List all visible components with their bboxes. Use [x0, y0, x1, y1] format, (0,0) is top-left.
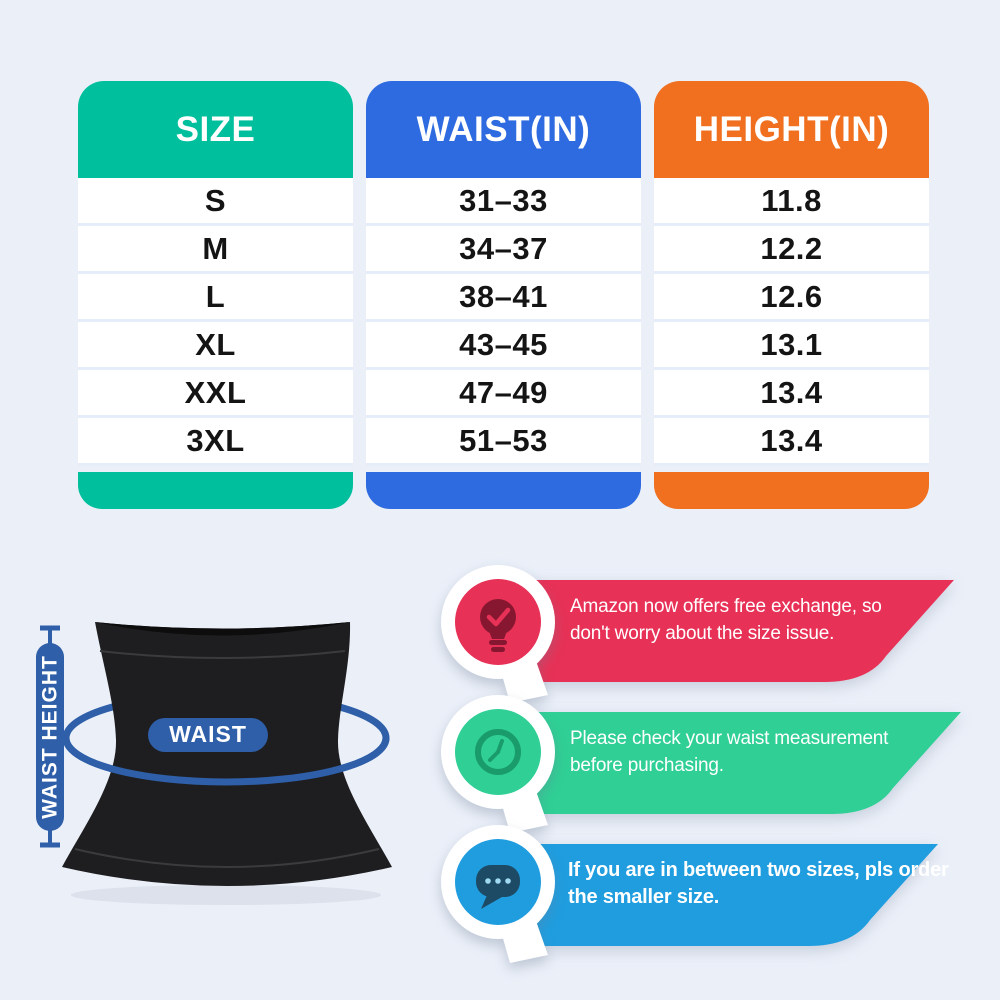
lightbulb-check-icon	[441, 565, 555, 703]
ground-shadow	[71, 885, 381, 905]
table-cell: 3XL	[78, 418, 353, 466]
callout-line: Please check your waist measurement	[570, 728, 889, 749]
waist-measure-ellipse-front	[62, 737, 390, 786]
waist-column: WAIST(IN) 31–33 34–37 38–41 43–45 47–49 …	[366, 81, 641, 509]
table-cell: 13.1	[654, 322, 929, 370]
garment-top-seam	[99, 650, 346, 659]
between-sizes-callout-ribbon	[528, 844, 938, 946]
table-cell: 31–33	[366, 178, 641, 226]
table-cell: 51–53	[366, 418, 641, 466]
table-cell: 38–41	[366, 274, 641, 322]
garment-bottom-seam	[74, 848, 380, 868]
exchange-callout-ribbon	[528, 580, 954, 682]
callout-line: the smaller size.	[568, 886, 720, 908]
waist-label-pill	[148, 718, 268, 752]
table-cell: 11.8	[654, 178, 929, 226]
waist-label: WAIST	[169, 721, 247, 747]
measurement-callout-ribbon	[528, 712, 961, 814]
waist-height-label: WAIST HEIGHT	[39, 655, 62, 819]
waist-trainer-garment	[62, 622, 392, 886]
waist-trainer-illustration: WAIST WAIST HEIGHT	[36, 622, 392, 905]
size-column-header: SIZE	[78, 81, 353, 178]
table-cell: 34–37	[366, 226, 641, 274]
table-cell: 12.6	[654, 274, 929, 322]
table-cell: 12.2	[654, 226, 929, 274]
callout-line: If you are in between two sizes, pls ord…	[568, 859, 949, 881]
table-cell: S	[78, 178, 353, 226]
table-cell: 13.4	[654, 370, 929, 418]
chat-dots-icon	[441, 825, 555, 963]
callout-line: don't worry about the size issue.	[570, 623, 835, 644]
table-cell: L	[78, 274, 353, 322]
callout-line: Amazon now offers free exchange, so	[570, 596, 882, 617]
table-cell: M	[78, 226, 353, 274]
table-cell: 47–49	[366, 370, 641, 418]
table-cell: 13.4	[654, 418, 929, 466]
waist-height-pill	[36, 643, 64, 831]
between-sizes-callout-text: If you are in between two sizes, pls ord…	[568, 857, 949, 911]
callout-line: before purchasing.	[570, 755, 724, 776]
table-cell: XXL	[78, 370, 353, 418]
height-column-footer-bar	[654, 472, 929, 509]
garment-top-opening	[95, 622, 350, 636]
waist-column-header: WAIST(IN)	[366, 81, 641, 178]
table-cell: XL	[78, 322, 353, 370]
size-chart-table: SIZE S M L XL XXL 3XL WAIST(IN) 31–33 34…	[78, 81, 929, 509]
size-column: SIZE S M L XL XXL 3XL	[78, 81, 353, 509]
height-column: HEIGHT(IN) 11.8 12.2 12.6 13.1 13.4 13.4	[654, 81, 929, 509]
waist-trainer-diagram: WAIST WAIST HEIGHT	[15, 595, 435, 935]
exchange-callout-text: Amazon now offers free exchange, so don'…	[570, 593, 882, 647]
table-cell: 43–45	[366, 322, 641, 370]
waist-column-footer-bar	[366, 472, 641, 509]
height-column-header: HEIGHT(IN)	[654, 81, 929, 178]
clock-icon	[441, 695, 555, 833]
measurement-callout-text: Please check your waist measurement befo…	[570, 725, 888, 779]
size-column-footer-bar	[78, 472, 353, 509]
